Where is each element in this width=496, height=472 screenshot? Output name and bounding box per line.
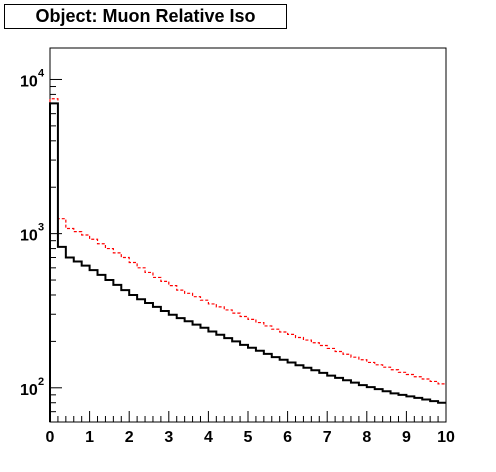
- y-tick-label: 10 4: [20, 67, 45, 90]
- chart-title: Object: Muon Relative Iso: [4, 4, 287, 29]
- x-tick-label: 7: [323, 429, 332, 446]
- x-tick-label: 2: [125, 429, 134, 446]
- x-tick-label: 5: [244, 429, 253, 446]
- y-tick-base: 10: [20, 228, 38, 245]
- histogram-series-0: [49, 98, 446, 422]
- x-tick-label: 0: [46, 429, 55, 446]
- histogram-series-1: [49, 102, 446, 422]
- plot-frame: [49, 47, 447, 423]
- x-tick-label: 1: [85, 429, 94, 446]
- x-tick-label: 6: [283, 429, 292, 446]
- y-tick-exponent: 4: [38, 67, 45, 79]
- y-tick-label: 10 2: [20, 376, 44, 399]
- y-tick-base: 10: [20, 73, 38, 90]
- y-tick-label: 10 3: [20, 222, 44, 245]
- x-tick-label: 8: [362, 429, 371, 446]
- x-tick-label: 9: [402, 429, 411, 446]
- y-tick-exponent: 3: [38, 222, 44, 234]
- x-tick-label: 4: [204, 429, 213, 446]
- y-tick-exponent: 2: [38, 376, 44, 388]
- x-tick-label: 3: [164, 429, 173, 446]
- x-tick-label: 10: [437, 429, 455, 446]
- y-tick-base: 10: [20, 382, 38, 399]
